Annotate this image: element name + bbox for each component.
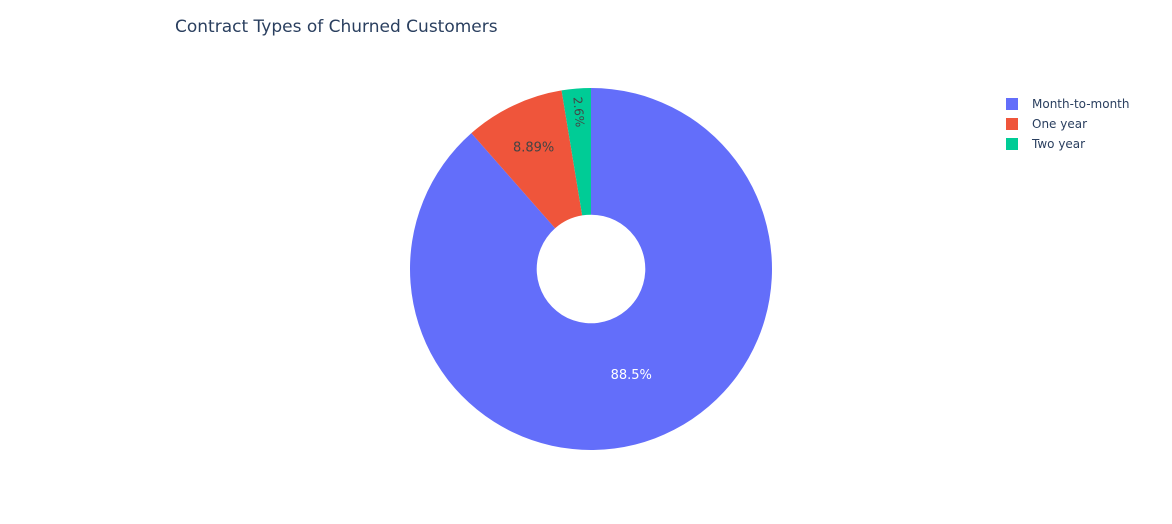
legend-label-month-to-month: Month-to-month bbox=[1032, 97, 1130, 111]
legend-item-two-year[interactable]: Two year bbox=[1006, 134, 1130, 154]
legend: Month-to-month One year Two year bbox=[1006, 94, 1130, 154]
legend-item-one-year[interactable]: One year bbox=[1006, 114, 1130, 134]
legend-swatch-one-year bbox=[1006, 118, 1018, 130]
slice-two-year[interactable] bbox=[561, 88, 591, 216]
slice-one-year[interactable] bbox=[471, 90, 583, 229]
legend-swatch-month-to-month bbox=[1006, 98, 1018, 110]
chart-title: Contract Types of Churned Customers bbox=[175, 17, 498, 37]
legend-item-month-to-month[interactable]: Month-to-month bbox=[1006, 94, 1130, 114]
slice-label-month-to-month: 88.5% bbox=[611, 368, 652, 383]
slice-label-one-year: 8.89% bbox=[513, 140, 554, 155]
slice-month-to-month[interactable] bbox=[410, 88, 772, 450]
labels-layer: 88.5% 8.89% 2.6% bbox=[513, 96, 652, 383]
legend-swatch-two-year bbox=[1006, 138, 1018, 150]
slices-layer bbox=[410, 88, 772, 450]
slice-label-two-year: 2.6% bbox=[570, 96, 586, 128]
legend-label-one-year: One year bbox=[1032, 117, 1088, 131]
legend-label-two-year: Two year bbox=[1032, 137, 1086, 151]
